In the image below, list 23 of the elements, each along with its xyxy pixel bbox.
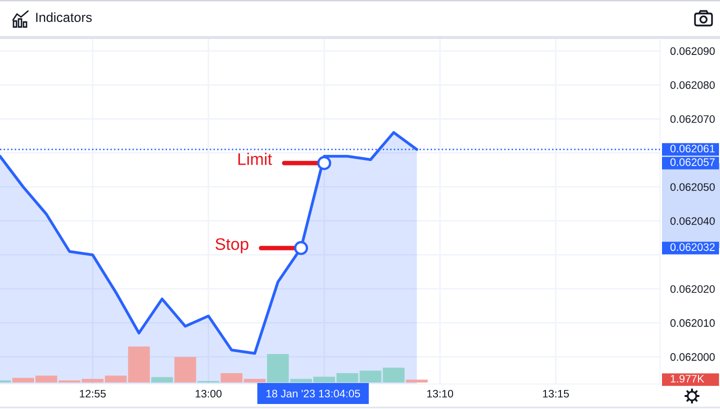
y-tick-label: 0.062070	[670, 115, 715, 123]
bar	[406, 380, 428, 382]
text: 1.977K	[670, 374, 704, 383]
text: Indicators	[36, 12, 92, 22]
text: 18 Jan '23 13:04:05	[266, 390, 360, 398]
annotation: Limit	[238, 152, 272, 166]
x-tick-label: 13:10	[427, 390, 454, 398]
text: 0.062057	[670, 158, 715, 166]
annotation: Stop	[216, 238, 248, 254]
y-tick-label: 0.062020	[670, 285, 715, 293]
y-tick-label: 0.062090	[670, 47, 715, 55]
text: 0.062032	[670, 243, 715, 251]
bar	[151, 377, 173, 382]
ref-line-label: 0.062061	[670, 144, 715, 152]
y-tick-label: 0.062040	[670, 217, 715, 225]
y-tick-label: 0.062080	[670, 81, 715, 89]
y-tick-label: 0.062000	[670, 353, 715, 361]
y-tick-label: 0.062050	[670, 183, 715, 191]
x-tick-label: 13:00	[196, 390, 222, 398]
bar	[174, 356, 196, 382]
x-tick-label: 13:15	[543, 390, 569, 398]
y-tick-label: 0.062010	[670, 319, 715, 327]
x-tick-label: 12:55	[80, 390, 106, 398]
